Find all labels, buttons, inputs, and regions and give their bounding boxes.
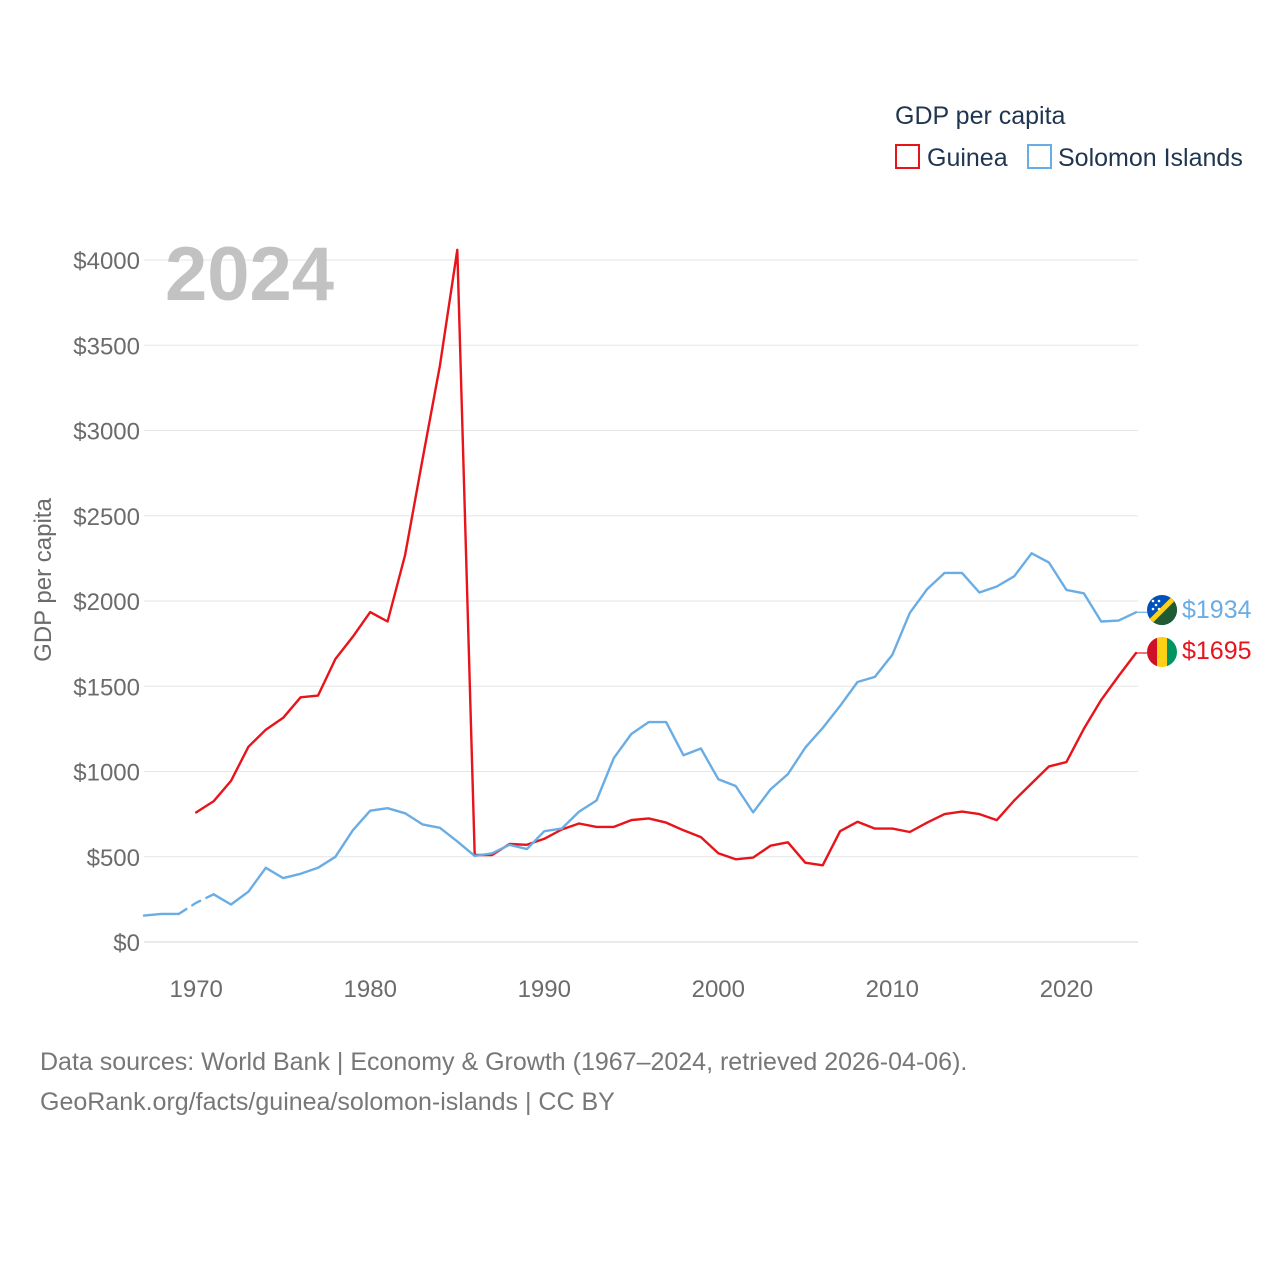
legend-label-guinea: Guinea [927, 144, 1008, 172]
guinea-flag-icon [1147, 637, 1177, 667]
x-tick-label: 2000 [692, 976, 745, 1003]
x-tick-label: 2010 [866, 976, 919, 1003]
x-axis-ticks: 1970 1980 1990 2000 2010 2020 [170, 976, 1094, 1003]
y-tick-label: $0 [113, 930, 140, 957]
y-tick-label: $1000 [73, 760, 140, 787]
grid-lines [144, 259, 1138, 943]
y-tick-label: $1500 [73, 674, 140, 701]
y-tick-label: $500 [87, 845, 140, 872]
guinea-end-label: $1695 [1182, 637, 1252, 665]
guinea-line [194, 248, 1138, 867]
y-tick-label: $2000 [73, 589, 140, 616]
legend-label-solomon-islands: Solomon Islands [1058, 144, 1243, 172]
y-tick-label: $4000 [73, 248, 140, 275]
footer-attribution-link[interactable]: GeoRank.org/facts/guinea/solomon-islands… [40, 1088, 615, 1116]
footer-data-sources: Data sources: World Bank | Economy & Gro… [40, 1048, 968, 1076]
x-tick-label: 1970 [170, 976, 223, 1003]
solomon-islands-line [212, 552, 1138, 906]
legend-item-guinea[interactable]: Guinea [895, 144, 1008, 172]
year-watermark: 2024 [165, 232, 334, 317]
gdp-line-chart: $0 $500 $1000 $1500 $2000 $2500 $3000 $3500 $400… [30, 102, 1252, 1003]
y-axis-ticks: $0 $500 $1000 $1500 $2000 $2500 $3000 $3500 $400… [73, 248, 140, 957]
x-tick-label: 1990 [518, 976, 571, 1003]
legend-swatch-solomon-islands [1027, 144, 1052, 169]
x-tick-label: 1980 [344, 976, 397, 1003]
y-tick-label: $2500 [73, 504, 140, 531]
legend-title: GDP per capita [895, 102, 1066, 130]
y-tick-label: $3500 [73, 333, 140, 360]
footer: Data sources: World Bank | Economy & Gro… [40, 1042, 967, 1122]
solomon-islands-flag-icon [1147, 595, 1177, 625]
solomon-islands-line [142, 912, 181, 917]
legend-item-solomon-islands[interactable]: Solomon Islands [1027, 144, 1243, 172]
series-layer [142, 248, 1147, 917]
y-axis-title: GDP per capita [30, 498, 57, 662]
solomon-islands-end-label: $1934 [1182, 596, 1252, 624]
solomon-islands-line-dashed [177, 893, 215, 916]
y-tick-label: $3000 [73, 419, 140, 446]
legend-swatch-guinea [895, 144, 920, 169]
x-tick-label: 2020 [1040, 976, 1093, 1003]
